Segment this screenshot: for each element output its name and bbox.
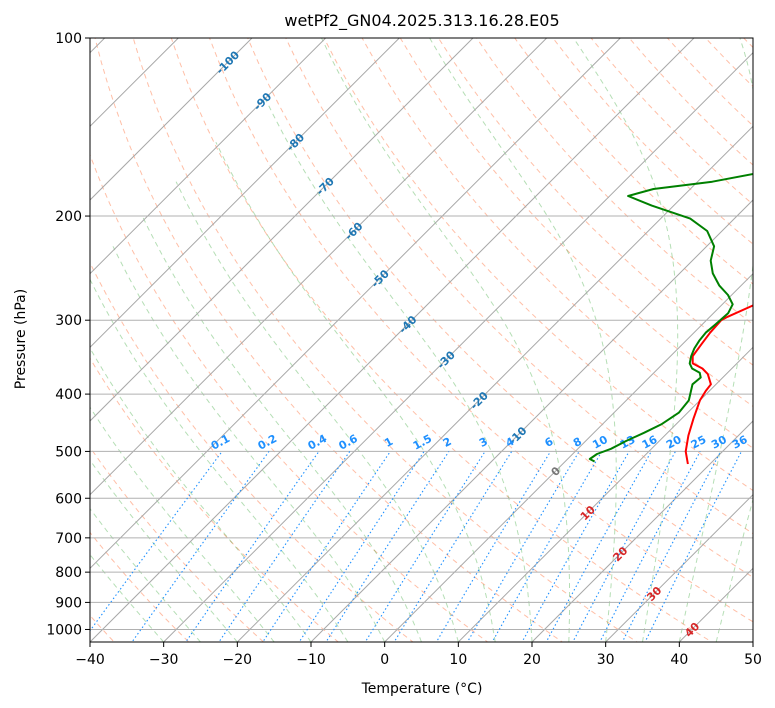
axis-ticks: −40 −30 −20 −10 0 10 20 30 40 50 100 200 300 400 500 60… xyxy=(46,31,762,668)
dry-adiabat-line xyxy=(90,153,489,642)
profile-lines xyxy=(588,172,753,465)
y-tick-label: 1000 xyxy=(46,622,82,638)
mixing-ratio-line xyxy=(262,451,391,642)
y-tick-label: 700 xyxy=(55,531,82,547)
moist-adiabat-line xyxy=(263,95,533,642)
mixing-ratio-line xyxy=(131,451,270,642)
moist-adiabat-line xyxy=(90,553,165,642)
isotherm-line xyxy=(236,125,753,642)
mixing-ratio-line xyxy=(466,451,580,642)
x-tick-label: −10 xyxy=(296,652,326,668)
isotherm-line xyxy=(90,38,327,275)
dry-adiabat-line xyxy=(323,38,753,492)
isotherm-line xyxy=(90,38,695,642)
moist-adiabat-line xyxy=(112,246,386,642)
moist-adiabat-line xyxy=(429,38,617,642)
mixing-ratio-line xyxy=(90,451,223,632)
mixing-ratio-label: 30 xyxy=(709,433,729,452)
mixing-ratio-line xyxy=(572,451,676,642)
dewpoint-profile-line xyxy=(588,172,753,463)
isotherm-line xyxy=(90,38,253,201)
moist-adiabat-line xyxy=(90,406,275,642)
x-tick-label: 10 xyxy=(449,652,467,668)
mixing-ratio-labels: 0.1 0.2 0.4 0.6 1 1.5 2 3 4 6 8 10 13 16 20 25 30 36 xyxy=(209,432,750,453)
y-axis-label: Pressure (hPa) xyxy=(13,289,29,389)
isotherm-line xyxy=(90,38,474,422)
mixing-ratio-label: 16 xyxy=(640,433,660,452)
x-axis-label: Temperature (°C) xyxy=(361,681,483,697)
x-tick-label: −20 xyxy=(223,652,253,668)
isotherm-line xyxy=(90,38,621,570)
y-tick-label: 300 xyxy=(55,313,82,329)
mixing-ratio-lines xyxy=(90,451,742,642)
isotherm-line xyxy=(90,38,400,349)
plot-frame xyxy=(89,37,754,643)
dry-adiabat-line xyxy=(437,38,753,366)
x-tick-label: −30 xyxy=(149,652,179,668)
y-tick-label: 500 xyxy=(55,444,82,460)
isotherm-line xyxy=(163,51,753,642)
isotherm-line xyxy=(605,493,753,642)
mixing-ratio-line xyxy=(298,451,425,642)
plot-border xyxy=(89,37,754,643)
y-tick-label: 100 xyxy=(55,31,82,47)
x-tick-label: 40 xyxy=(670,652,688,668)
mixing-ratio-label: 10 xyxy=(590,433,610,452)
moist-adiabat-line xyxy=(321,38,571,642)
mixing-ratio-label: 25 xyxy=(689,433,709,452)
mixing-ratio-line xyxy=(218,451,351,642)
x-tick-label: 50 xyxy=(744,652,762,668)
x-tick-label: 0 xyxy=(380,652,389,668)
mixing-ratio-line xyxy=(545,451,652,642)
dry-adiabat-line xyxy=(94,38,564,642)
x-tick-label: 20 xyxy=(523,652,541,668)
moist-adiabat-line xyxy=(141,215,422,642)
x-tick-label: −40 xyxy=(75,652,105,668)
x-tick-label: 30 xyxy=(597,652,615,668)
y-tick-label: 400 xyxy=(55,387,82,403)
y-tick-label: 900 xyxy=(55,595,82,611)
y-tick-label: 600 xyxy=(55,491,82,507)
chart-title: wetPf2_GN04.2025.313.16.28.E05 xyxy=(284,11,559,31)
isotherm-line xyxy=(531,420,753,642)
dry-adiabat-line xyxy=(90,261,414,642)
moist-adiabat-line xyxy=(90,278,349,642)
dry-adiabat-line xyxy=(132,38,638,642)
isotherm-line xyxy=(90,38,548,496)
mixing-ratio-line xyxy=(325,451,450,642)
y-tick-label: 200 xyxy=(55,209,82,225)
mixing-ratio-line xyxy=(364,451,486,642)
dry-adiabat-line xyxy=(399,38,753,408)
mixing-ratio-line xyxy=(393,451,513,642)
pressure-gridlines xyxy=(90,37,753,630)
isotherm-line xyxy=(457,346,753,642)
moist-adiabat-line xyxy=(175,181,459,642)
moist-adiabat-line xyxy=(573,38,679,642)
mixing-ratio-line xyxy=(521,451,630,642)
mixing-ratio-line xyxy=(435,451,552,642)
dry-adiabat-line xyxy=(90,357,339,642)
temperature-profile-line xyxy=(684,304,753,465)
mixing-ratio-label: 20 xyxy=(664,433,684,452)
isotherms xyxy=(90,38,753,642)
isotherm-line xyxy=(384,272,753,642)
mixing-ratio-label: 36 xyxy=(730,433,750,452)
y-tick-label: 800 xyxy=(55,565,82,581)
isotherm-line xyxy=(310,199,753,642)
